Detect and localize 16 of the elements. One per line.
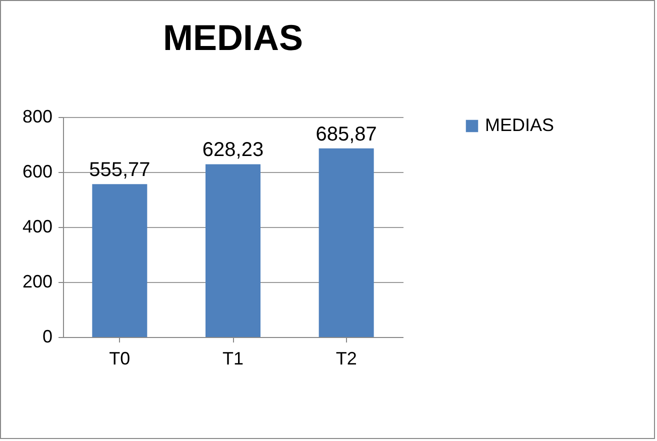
bar <box>318 148 374 337</box>
x-tick-label: T1 <box>222 348 244 368</box>
y-tick-label: 800 <box>22 106 52 126</box>
x-tick-label: T0 <box>109 348 130 368</box>
y-tick-label: 0 <box>42 326 52 346</box>
y-tick-label: 200 <box>22 272 52 292</box>
data-label: 685,87 <box>316 123 377 146</box>
bar <box>92 184 148 337</box>
legend-label: MEDIAS <box>485 115 554 135</box>
bar <box>206 164 260 337</box>
y-tick-label: 400 <box>22 216 52 236</box>
data-label: 628,23 <box>202 139 264 162</box>
x-tick-label: T2 <box>336 348 357 368</box>
chart-title: MEDIAS <box>162 17 304 58</box>
y-tick-label: 600 <box>22 162 52 182</box>
data-label: 555,77 <box>89 159 150 182</box>
